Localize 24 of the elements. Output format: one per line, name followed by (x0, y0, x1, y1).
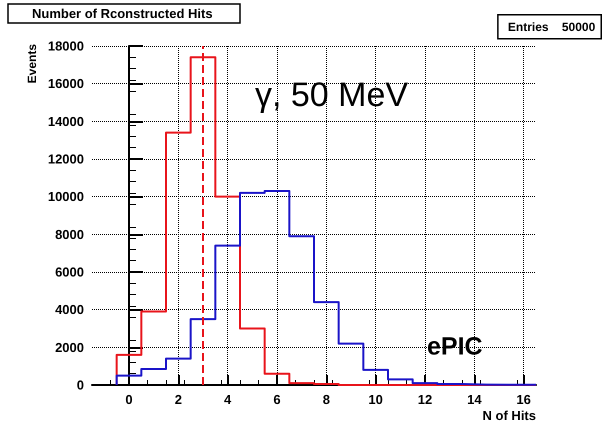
y-axis-title: Events (25, 44, 39, 84)
y-tick-label: 2000 (55, 340, 84, 355)
x-tick-label: 14 (467, 392, 482, 407)
y-tick-label: 8000 (55, 226, 84, 242)
x-axis-title: N of Hits (482, 408, 536, 423)
y-tick-label: 6000 (55, 264, 84, 280)
y-tick-label: 12000 (48, 152, 84, 166)
x-tick-label: 10 (368, 392, 383, 407)
y-tick-label: 4000 (55, 302, 84, 318)
y-tick-label: 14000 (48, 114, 84, 129)
y-tick-label: 0 (76, 378, 84, 392)
x-tick-label: 6 (273, 392, 281, 407)
x-tick-label: 0 (125, 392, 133, 407)
x-tick-label: 4 (224, 392, 232, 407)
chart-title: Number of Rconstructed Hits (32, 6, 213, 21)
text: Entries 50000 (508, 20, 596, 34)
x-tick-label: 2 (174, 392, 182, 407)
x-tick-label: 12 (418, 392, 432, 407)
x-tick-label: 8 (322, 392, 330, 407)
y-tick-label: 16000 (48, 76, 84, 92)
y-tick-label: 10000 (48, 189, 84, 204)
x-tick-label: 16 (516, 392, 531, 407)
annotation: ePIC (427, 332, 483, 360)
y-tick-label: 18000 (48, 38, 84, 54)
